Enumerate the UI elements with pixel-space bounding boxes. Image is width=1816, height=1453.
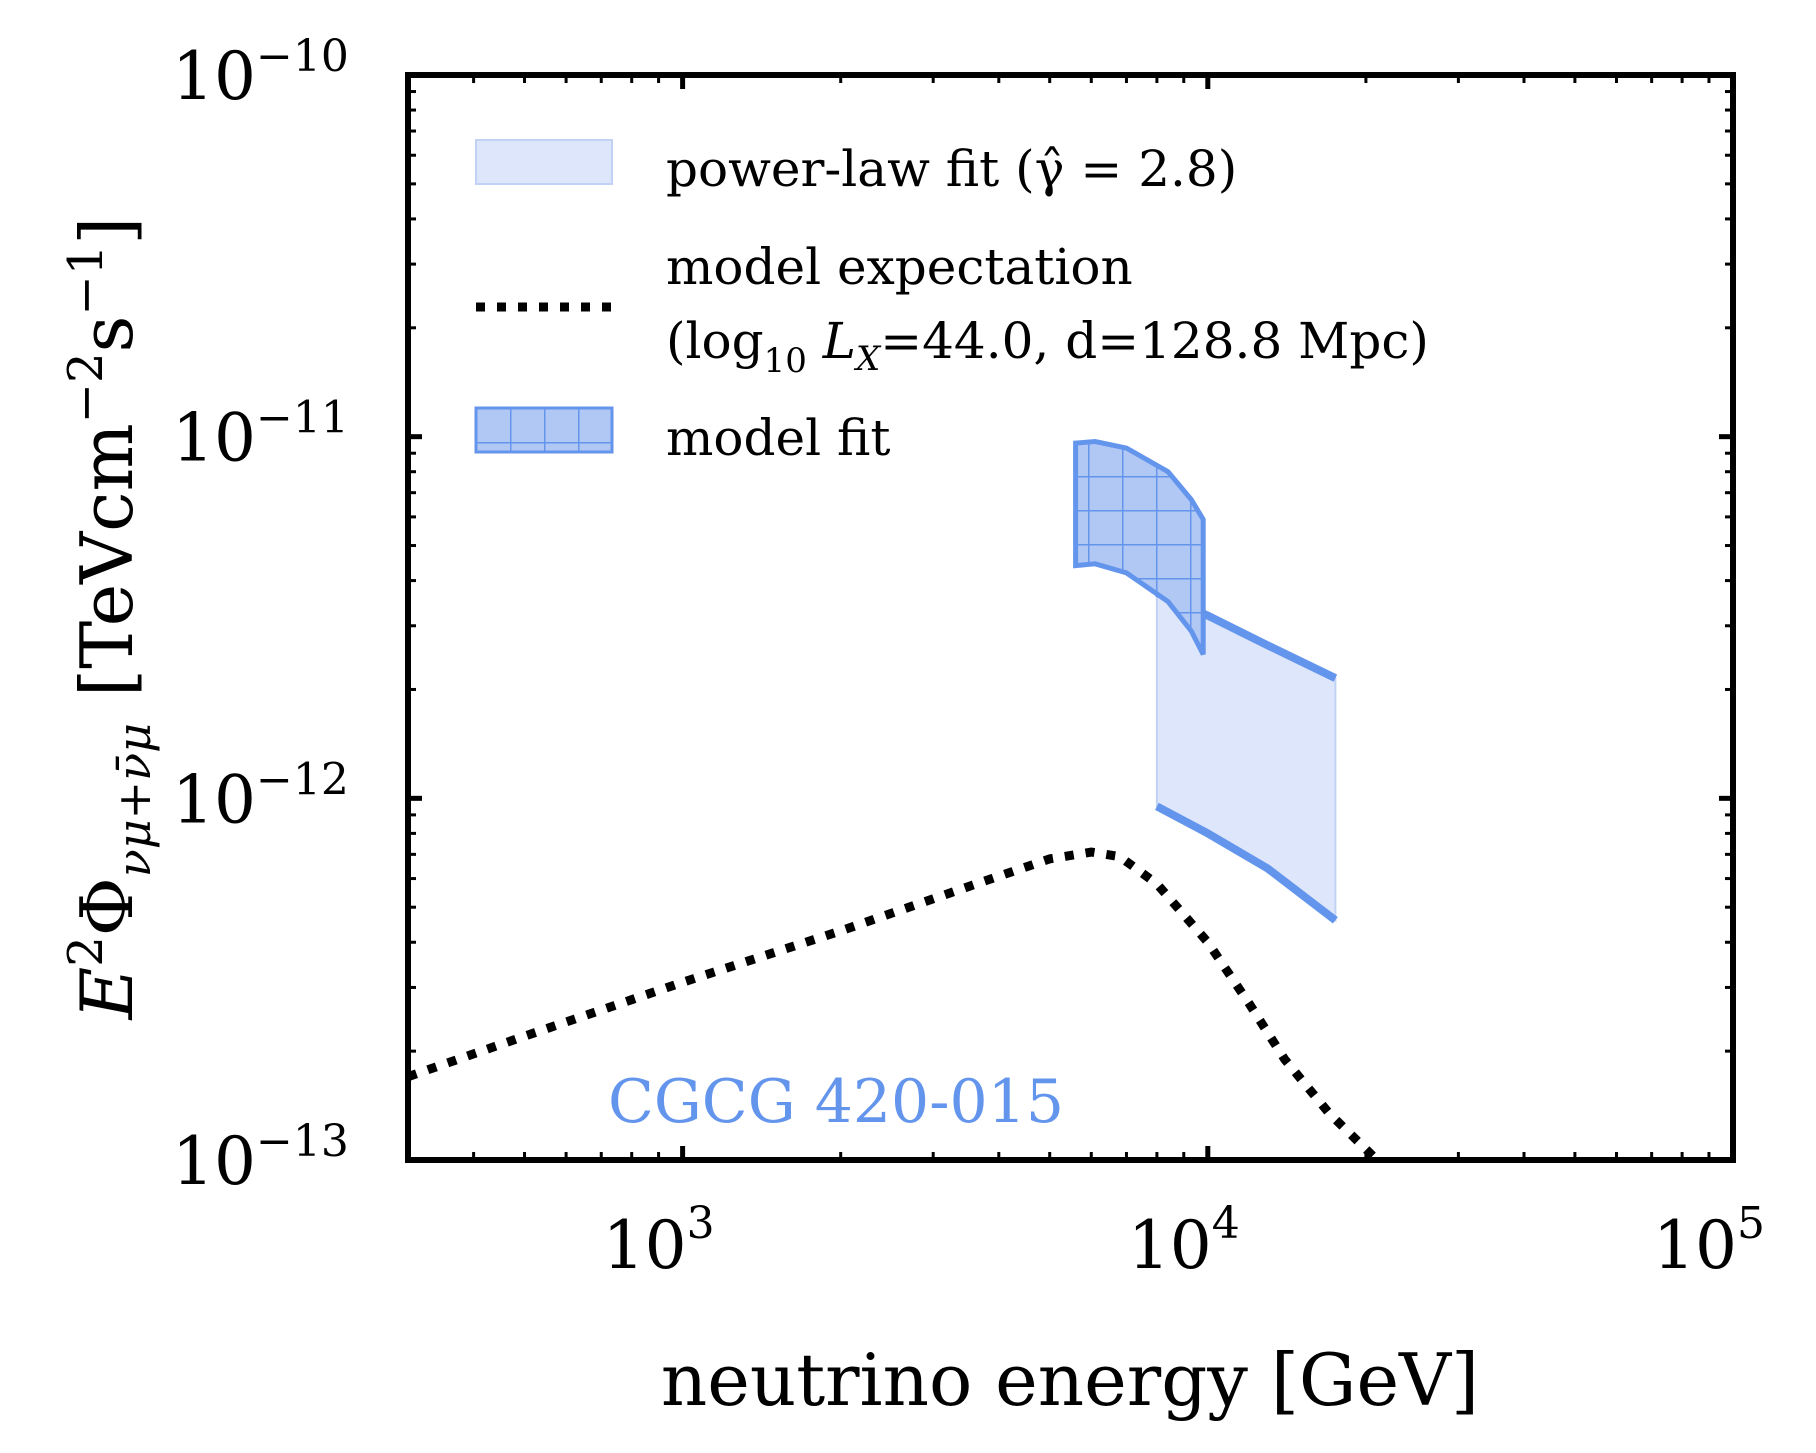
x-tick-label: 104 [1128, 1198, 1240, 1284]
legend-label-model-expectation-params: (log10 LX=44.0, d=128.8 Mpc) [666, 312, 1429, 381]
plot-frame [405, 72, 1736, 1163]
power-law-fit-band [1155, 591, 1337, 923]
tick-labels: 103 104 105 10−13 10−12 10−11 10−10 [172, 31, 1765, 1284]
y-tick-label: 10−13 [172, 1116, 349, 1200]
legend-swatch-power-law-fit [475, 139, 613, 185]
legend: power-law fit (γ̂ = 2.8) model expectati… [474, 139, 1429, 467]
model-expectation-line [408, 847, 1381, 1160]
power-law-fit-lower-line [1155, 802, 1338, 924]
legend-label-model-fit: model fit [666, 409, 890, 467]
legend-swatch-model-fit-hatch [474, 406, 614, 454]
plot-area [408, 438, 1381, 1160]
x-axis-title: neutrino energy [GeV] [661, 1338, 1479, 1422]
y-axis-title: E2Φνμ+ν̄μ[TeVcm−2s−1] [58, 217, 161, 1022]
model-fit-band-hatch [1073, 438, 1206, 656]
x-tick-label: 103 [603, 1198, 715, 1284]
legend-label-power-law-fit: power-law fit (γ̂ = 2.8) [666, 140, 1237, 198]
source-name-annotation: CGCG 420-015 [608, 1067, 1064, 1137]
y-tick-label: 10−10 [172, 31, 349, 115]
legend-label-model-expectation: model expectation [666, 238, 1133, 296]
y-tick-label: 10−11 [172, 393, 349, 477]
y-tick-label: 10−12 [172, 754, 349, 838]
x-tick-label: 105 [1653, 1198, 1765, 1284]
